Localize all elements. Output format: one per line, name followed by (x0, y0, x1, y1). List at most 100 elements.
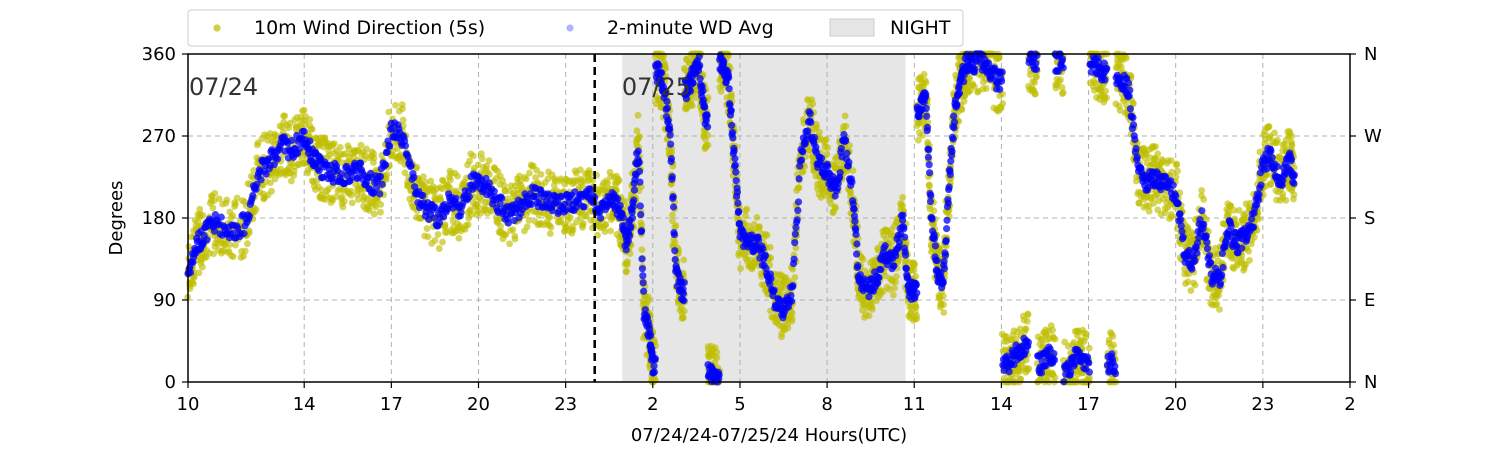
wd-2min-avg-point (843, 149, 851, 157)
wd-2min-avg-point (1005, 368, 1013, 376)
wind-direction-5s-point (1250, 233, 1258, 241)
wind-direction-5s-point (372, 203, 379, 211)
wind-direction-5s-point (502, 231, 510, 239)
wind-direction-5s-point (1152, 143, 1159, 150)
wd-2min-avg-point (732, 168, 740, 176)
wd-2min-avg-point (852, 250, 861, 258)
wd-2min-avg-point (955, 89, 964, 97)
wd-2min-avg-point (636, 178, 644, 186)
wind-direction-5s-point (635, 132, 643, 140)
wd-2min-avg-point (669, 203, 678, 211)
wind-direction-5s-point (890, 291, 897, 299)
wind-direction-5s-point (232, 200, 239, 208)
wd-2min-avg-point (950, 118, 959, 126)
wind-direction-5s-point (454, 172, 461, 180)
wind-direction-5s-point (1145, 207, 1153, 215)
wind-direction-5s-point (717, 88, 725, 95)
wind-direction-5s-point (506, 240, 513, 248)
wd-2min-avg-point (901, 233, 909, 241)
wind-direction-5s-point (370, 154, 378, 162)
wd-2min-avg-point (877, 266, 885, 274)
wind-direction-5s-point (788, 310, 796, 318)
wd-2min-avg-point (946, 171, 954, 179)
wind-direction-5s-point (1279, 190, 1287, 198)
wind-direction-5s-point (281, 112, 289, 120)
wind-direction-5s-point (427, 177, 435, 185)
wind-direction-5s-point (190, 273, 198, 281)
wd-2min-avg-point (249, 191, 257, 200)
wd-2min-avg-point (837, 144, 846, 153)
wd-2min-avg-point (734, 199, 742, 207)
wd-2min-avg-point (628, 214, 637, 222)
wind-direction-5s-point (229, 212, 237, 219)
wind-direction-5s-point (497, 222, 504, 230)
wd-2min-avg-point (419, 191, 427, 200)
wd-2min-avg-point (842, 137, 850, 145)
wd-2min-avg-point (627, 223, 635, 231)
wind-direction-5s-point (231, 241, 239, 249)
wd-2min-avg-point (498, 194, 506, 202)
wd-2min-avg-point (647, 332, 655, 340)
wind-direction-5s-point (930, 207, 938, 215)
wd-2min-avg-point (943, 225, 951, 233)
wd-2min-avg-point (731, 161, 739, 169)
wind-direction-5s-point (669, 211, 676, 219)
wind-direction-5s-point (1288, 140, 1296, 148)
wd-2min-avg-point (703, 112, 711, 120)
wind-direction-5s-point (332, 193, 340, 200)
wind-direction-5s-point (434, 231, 442, 238)
wind-direction-5s-point (1057, 76, 1064, 84)
wind-direction-5s-point (1255, 215, 1263, 223)
wd-2min-avg-point (635, 167, 644, 176)
wd-2min-avg-point (696, 61, 704, 69)
wd-2min-avg-point (928, 215, 936, 223)
wd-2min-avg-point (925, 161, 933, 169)
wind-direction-5s-point (196, 205, 204, 213)
wind-direction-5s-point (728, 93, 736, 100)
wind-direction-5s-point (244, 240, 251, 248)
wind-direction-5s-point (413, 163, 421, 171)
wind-direction-5s-point (422, 178, 429, 186)
wind-direction-5s-point (240, 252, 247, 260)
wd-2min-avg-point (667, 154, 676, 163)
wind-direction-5s-point (504, 195, 512, 203)
wind-direction-5s-point (318, 186, 326, 194)
wind-direction-5s-point (1184, 278, 1192, 286)
wind-direction-5s-point (211, 189, 219, 197)
wind-direction-5s-point (756, 223, 763, 231)
wind-direction-5s-point (1224, 211, 1232, 219)
wd-2min-avg-point (789, 282, 797, 290)
wind-direction-5s-point (339, 203, 347, 211)
wind-direction-5s-point (348, 199, 356, 207)
wd-2min-avg-point (960, 78, 968, 86)
wd-2min-avg-point (638, 255, 646, 263)
wd-2min-avg-point (257, 176, 265, 184)
wind-direction-5s-point (525, 217, 533, 224)
wd-2min-avg-point (794, 206, 802, 215)
wind-direction-5s-point (233, 194, 241, 202)
wind-direction-5s-point (209, 204, 217, 212)
wind-direction-5s-point (622, 268, 630, 275)
wind-direction-5s-point (868, 303, 876, 311)
wind-direction-5s-point (1174, 167, 1181, 175)
wd-2min-avg-point (824, 162, 832, 170)
wind-direction-5s-point (523, 223, 531, 231)
wd-2min-avg-point (998, 68, 1006, 76)
wind-direction-5s-point (467, 211, 475, 219)
wd-2min-avg-point (1050, 356, 1059, 364)
wind-direction-5s-point (1031, 90, 1039, 98)
wd-2min-avg-point (926, 169, 934, 177)
wd-2min-avg-point (939, 279, 947, 287)
wind-direction-5s-point (791, 274, 799, 281)
wd-2min-avg-point (848, 178, 856, 186)
wd-2min-avg-point (931, 242, 940, 250)
wind-direction-5s-point (602, 221, 610, 229)
wd-2min-avg-point (376, 190, 384, 198)
wind-direction-5s-point (455, 234, 463, 242)
wind-direction-5s-point (300, 106, 308, 114)
wd-2min-avg-point (899, 211, 907, 219)
wd-2min-avg-point (381, 161, 390, 169)
wind-direction-5s-point (753, 213, 761, 221)
wd-2min-avg-point (930, 235, 939, 243)
